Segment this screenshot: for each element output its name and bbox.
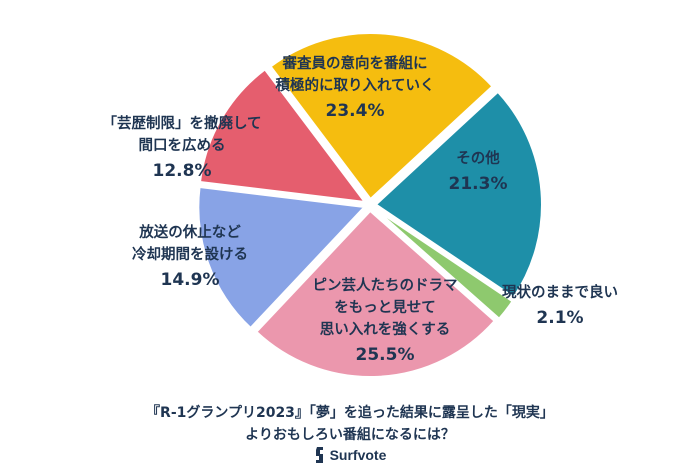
- brand: Surfvote: [0, 447, 700, 463]
- slice-value-label: 23.4%: [326, 101, 385, 121]
- slice-label: 「芸歴制限」を撤廃して: [102, 114, 261, 132]
- pie-slice: [269, 32, 494, 201]
- surfvote-logo-icon: [315, 447, 323, 463]
- pie-slice: [374, 90, 543, 299]
- slice-label: ピン芸人たちのドラマ: [313, 276, 458, 294]
- chart-caption-line-2: よりおもしろい番組になるには？: [245, 427, 455, 443]
- slice-value-label: 21.3%: [449, 174, 508, 194]
- chart-caption-line-1: 『R-1グランプリ2023』「夢」を追った結果に露呈した「現実」: [146, 405, 554, 421]
- slice-label: 積極的に取り入れていく: [274, 76, 434, 94]
- slice-label: 冷却期間を設ける: [132, 245, 248, 263]
- slice-label: その他: [456, 149, 500, 167]
- pie-slice: [197, 185, 367, 330]
- slice-value-label: 2.1%: [536, 308, 583, 328]
- pie-slice: [198, 68, 368, 204]
- slice-value-label: 14.9%: [161, 270, 220, 290]
- slice-label: 現状のままで良い: [502, 283, 618, 301]
- slice-label: 間口を広める: [139, 136, 226, 154]
- slice-label: をもっと見せて: [334, 299, 436, 316]
- slice-value-label: 25.5%: [356, 345, 415, 365]
- pie-slice: [255, 209, 497, 378]
- brand-name: Surfvote: [329, 447, 387, 463]
- slice-label: 思い入れを強くする: [320, 320, 451, 338]
- pie-slice: [374, 207, 514, 321]
- slice-value-label: 12.8%: [153, 161, 212, 181]
- slice-label: 審査員の意向を番組に: [282, 54, 428, 72]
- slice-label: 放送の休止など: [138, 223, 241, 241]
